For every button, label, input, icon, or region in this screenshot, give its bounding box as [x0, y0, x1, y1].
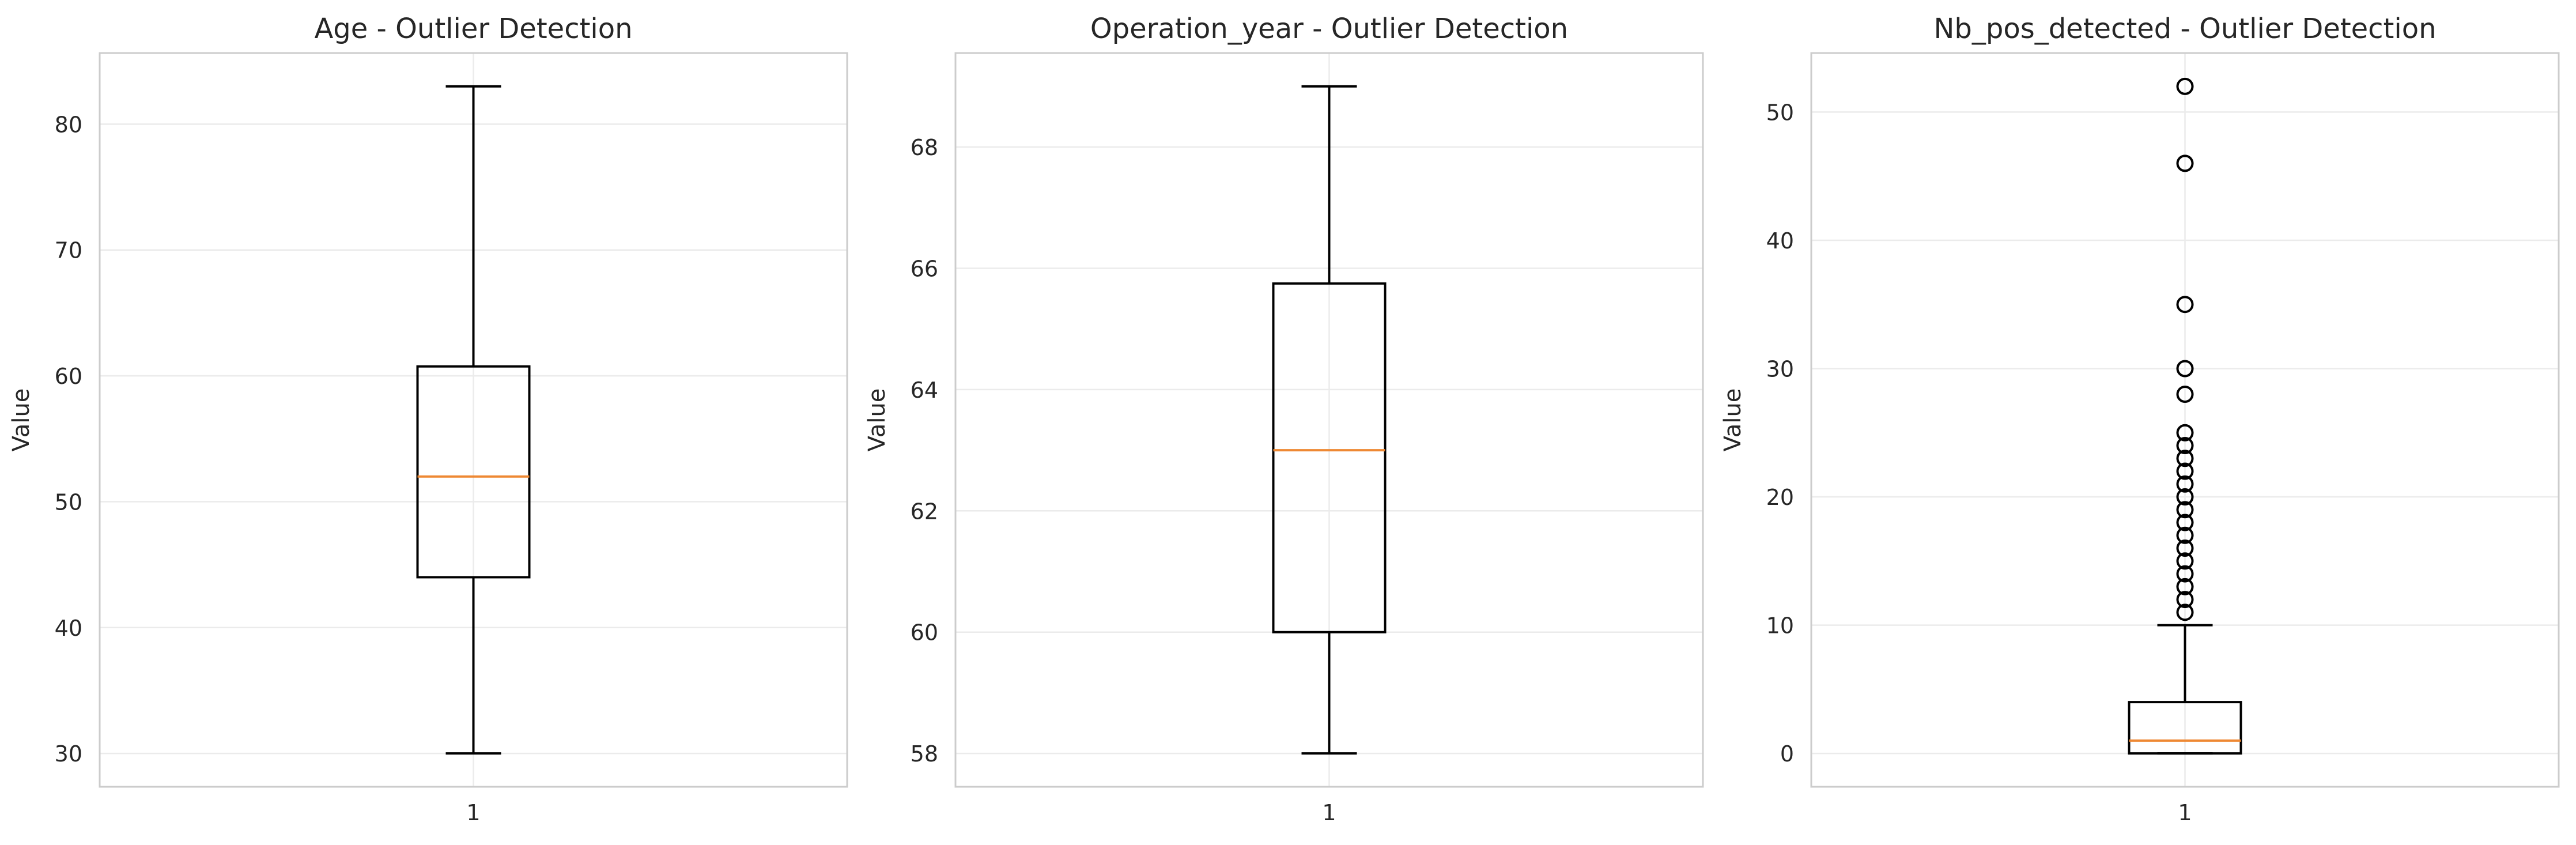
outlier-point — [2176, 385, 2194, 403]
x-tick-label: 1 — [1322, 800, 1336, 825]
y-tick-label: 64 — [911, 378, 938, 403]
chart-title: Age - Outlier Detection — [314, 13, 632, 45]
y-tick-label: 60 — [55, 364, 82, 389]
outlier-point — [2176, 603, 2194, 621]
outlier-point — [2176, 360, 2194, 378]
x-tick-label: 1 — [2178, 800, 2192, 825]
outlier-point — [2176, 488, 2194, 506]
box-iqr — [1272, 282, 1387, 633]
outlier-point — [2176, 591, 2194, 609]
y-tick-label: 50 — [1766, 100, 1794, 125]
chart-panel-2: Operation_year - Outlier Detection 58 60 62… — [864, 13, 1704, 825]
y-axis-label: Value — [864, 388, 890, 452]
outlier-point — [2176, 552, 2194, 570]
outlier-point — [2176, 578, 2194, 595]
y-tick-label: 68 — [911, 135, 938, 160]
x-tick-label: 1 — [466, 800, 480, 825]
y-tick-label: 10 — [1766, 613, 1794, 639]
y-tick-label: 30 — [1766, 356, 1794, 382]
outlier-point — [2176, 501, 2194, 519]
chart-panel-3: Nb_pos_detected - Outlier Detection 0 10 20… — [1720, 13, 2560, 825]
outlier-point — [2176, 450, 2194, 467]
y-tick-label: 60 — [911, 620, 938, 646]
chart-title: Operation_year - Outlier Detection — [1090, 13, 1568, 45]
outlier-point — [2176, 565, 2194, 583]
outlier-point — [2176, 296, 2194, 314]
y-tick-label: 70 — [55, 238, 82, 263]
y-tick-label: 0 — [1780, 741, 1794, 767]
y-tick-label: 62 — [911, 499, 938, 524]
outlier-point — [2176, 154, 2194, 172]
outlier-point — [2176, 526, 2194, 544]
outlier-point — [2176, 514, 2194, 531]
y-tick-label: 30 — [55, 741, 82, 767]
plot-frame — [1810, 52, 2560, 788]
outlier-point — [2176, 424, 2194, 442]
y-tick-label: 20 — [1766, 485, 1794, 510]
y-tick-label: 58 — [911, 741, 938, 767]
y-axis-label: Value — [8, 388, 35, 452]
y-axis-label: Value — [1720, 388, 1746, 452]
plot-frame — [954, 52, 1704, 788]
outlier-point — [2176, 462, 2194, 480]
outlier-point — [2176, 540, 2194, 557]
y-tick-label: 50 — [55, 489, 82, 515]
outlier-point — [2176, 475, 2194, 493]
chart-panel-1: Age - Outlier Detection 30 40 50 60 70 80 1 Valu… — [8, 13, 848, 825]
y-tick-label: 80 — [55, 112, 82, 137]
outlier-point — [2176, 437, 2194, 455]
plot-frame — [99, 52, 848, 788]
box-iqr — [2128, 701, 2242, 755]
y-tick-label: 40 — [55, 616, 82, 641]
chart-title: Nb_pos_detected - Outlier Detection — [1933, 13, 2436, 45]
y-tick-label: 66 — [911, 256, 938, 281]
y-tick-label: 40 — [1766, 228, 1794, 254]
box-iqr — [416, 365, 531, 579]
outlier-point — [2176, 77, 2194, 95]
